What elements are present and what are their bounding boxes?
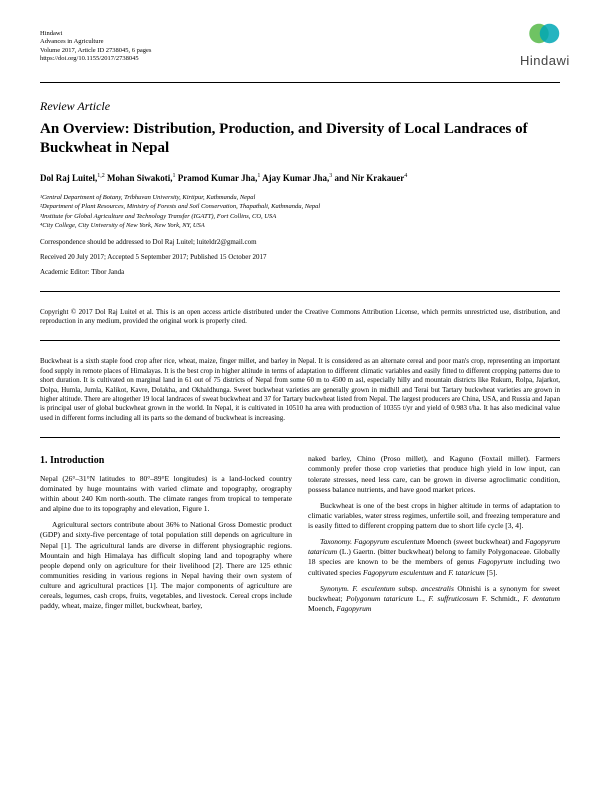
- divider-abstract-top: [40, 340, 560, 341]
- affiliation-3: ³Institute for Global Agriculture and Te…: [40, 212, 560, 221]
- taxonomy-p: Taxonomy. Fagopyrum esculentum Moench (s…: [308, 537, 560, 578]
- intro-p2: Agricultural sectors contribute about 36…: [40, 520, 292, 611]
- publisher-logo: Hindawi: [520, 20, 570, 70]
- journal-info: Hindawi Advances in Agriculture Volume 2…: [40, 30, 560, 64]
- publisher-name: Hindawi: [40, 30, 560, 38]
- logo-text: Hindawi: [520, 53, 570, 70]
- intro-p4: Buckwheat is one of the best crops in hi…: [308, 501, 560, 531]
- author-list: Dol Raj Luitel,1,2 Mohan Siwakoti,1 Pram…: [40, 172, 560, 186]
- academic-editor: Academic Editor: Tibor Janda: [40, 268, 560, 277]
- affiliation-2: ²Department of Plant Resources, Ministry…: [40, 202, 560, 211]
- intro-p3: naked barley, Chino (Proso millet), and …: [308, 454, 560, 495]
- divider-mid: [40, 291, 560, 292]
- journal-name: Advances in Agriculture: [40, 38, 560, 46]
- page-header: Hindawi Advances in Agriculture Volume 2…: [40, 30, 560, 64]
- abstract: Buckwheat is a sixth staple food crop af…: [40, 357, 560, 423]
- column-right: naked barley, Chino (Proso millet), and …: [308, 454, 560, 620]
- divider-abstract-bottom: [40, 437, 560, 438]
- article-type: Review Article: [40, 99, 560, 115]
- body-columns: 1. Introduction Nepal (26°–31°N latitude…: [40, 454, 560, 620]
- affiliation-1: ¹Central Department of Botany, Tribhuvan…: [40, 193, 560, 202]
- article-title: An Overview: Distribution, Production, a…: [40, 120, 560, 158]
- publication-dates: Received 20 July 2017; Accepted 5 Septem…: [40, 253, 560, 262]
- section-1-title: 1. Introduction: [40, 454, 292, 468]
- hindawi-logo-icon: [520, 20, 570, 50]
- divider-top: [40, 82, 560, 83]
- affiliations: ¹Central Department of Botany, Tribhuvan…: [40, 193, 560, 229]
- doi-line: https://doi.org/10.1155/2017/2738045: [40, 55, 560, 63]
- copyright-notice: Copyright © 2017 Dol Raj Luitel et al. T…: [40, 308, 560, 326]
- synonym-p: Synonym. F. esculentum subsp. ancestrali…: [308, 584, 560, 614]
- correspondence: Correspondence should be addressed to Do…: [40, 238, 560, 247]
- affiliation-4: ⁴City College, City University of New Yo…: [40, 221, 560, 230]
- column-left: 1. Introduction Nepal (26°–31°N latitude…: [40, 454, 292, 620]
- volume-line: Volume 2017, Article ID 2738045, 6 pages: [40, 47, 560, 55]
- intro-p1: Nepal (26°–31°N latitudes to 80°–89°E lo…: [40, 474, 292, 515]
